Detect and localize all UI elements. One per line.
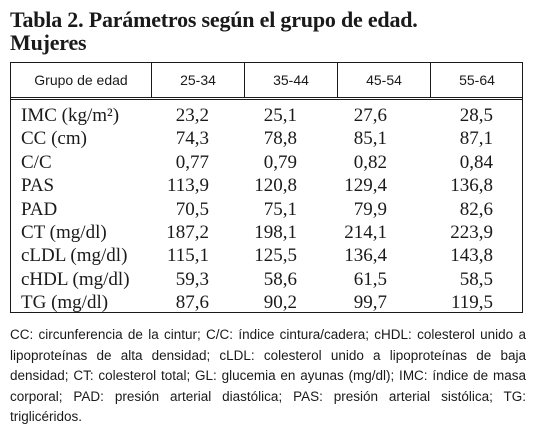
column-divider xyxy=(244,63,245,97)
header-55-64: 55-64 xyxy=(459,72,495,88)
table-cell: 79,9 xyxy=(353,198,387,220)
table-row: PAD 70,5 75,1 79,9 82,6 xyxy=(11,198,522,221)
row-label: CT (mg/dl) xyxy=(21,222,107,243)
table-row: TG (mg/dl) 87,6 90,2 99,7 119,5 xyxy=(11,291,522,314)
data-table: Grupo de edad 25-34 35-44 45-54 55-64 IM… xyxy=(10,62,523,313)
table-cell: 187,2 xyxy=(166,222,209,243)
table-cell: 59,3 xyxy=(175,268,209,290)
table-cell: 61,5 xyxy=(353,268,387,290)
table-footnote: CC: circunferencia de la cintur; C/C: ín… xyxy=(10,327,526,424)
table-cell: 58,6 xyxy=(263,268,297,290)
row-label: C/C xyxy=(21,151,52,173)
table-cell: 82,6 xyxy=(459,198,493,220)
header-35-44: 35-44 xyxy=(273,72,309,88)
table-cell: 23,2 xyxy=(175,105,209,126)
title-line-2: Mujeres xyxy=(10,30,87,55)
table-row: PAS 113,9 120,8 129,4 136,8 xyxy=(11,174,522,197)
table-cell: 85,1 xyxy=(353,128,387,150)
table-cell: 99,7 xyxy=(353,292,387,314)
table-cell: 25,1 xyxy=(263,105,297,126)
row-label: CC (cm) xyxy=(21,128,87,150)
title-line-1: Tabla 2. Parámetros según el grupo de ed… xyxy=(10,7,418,32)
row-label: TG (mg/dl) xyxy=(21,292,109,314)
table-cell: 87,1 xyxy=(459,128,493,150)
table-cell: 0,82 xyxy=(353,151,387,173)
table-cell: 120,8 xyxy=(254,175,297,197)
table-cell: 27,6 xyxy=(353,105,387,126)
table-row: IMC (kg/m²) 23,2 25,1 27,6 28,5 xyxy=(11,104,522,127)
table-cell: 113,9 xyxy=(166,175,209,197)
header-45-54: 45-54 xyxy=(366,72,402,88)
table-cell: 75,1 xyxy=(263,198,297,220)
table-cell: 90,2 xyxy=(263,292,297,314)
header-25-34: 25-34 xyxy=(180,72,216,88)
row-label: PAD xyxy=(21,198,58,220)
table-cell: 58,5 xyxy=(459,268,493,290)
table-cell: 223,9 xyxy=(450,222,493,243)
table-cell: 119,5 xyxy=(450,292,493,314)
table-cell: 0,84 xyxy=(459,151,493,173)
table-cell: 129,4 xyxy=(344,175,387,197)
header-group: Grupo de edad xyxy=(34,72,128,88)
column-divider xyxy=(151,63,152,97)
row-label: PAS xyxy=(21,175,55,197)
table-cell: 115,1 xyxy=(166,245,209,267)
table-row: cHDL (mg/dl) 59,3 58,6 61,5 58,5 xyxy=(11,268,522,291)
table-row: cLDL (mg/dl) 115,1 125,5 136,4 143,8 xyxy=(11,244,522,267)
row-label: IMC (kg/m²) xyxy=(21,105,120,126)
table-cell: 0,77 xyxy=(175,151,209,173)
row-label: cHDL (mg/dl) xyxy=(21,268,130,290)
table-cell: 87,6 xyxy=(175,292,209,314)
table-cell: 136,4 xyxy=(344,245,387,267)
table-cell: 74,3 xyxy=(175,128,209,150)
table-cell: 78,8 xyxy=(263,128,297,150)
table-cell: 143,8 xyxy=(450,245,493,267)
table-cell: 125,5 xyxy=(254,245,297,267)
table-cell: 214,1 xyxy=(344,222,387,243)
table-cell: 198,1 xyxy=(254,222,297,243)
column-divider xyxy=(337,63,338,97)
table-title: Tabla 2. Parámetros según el grupo de ed… xyxy=(10,8,530,54)
header-divider xyxy=(11,97,522,100)
table-cell: 0,79 xyxy=(263,151,297,173)
table-cell: 28,5 xyxy=(459,105,493,126)
table-cell: 136,8 xyxy=(450,175,493,197)
table-row: CC (cm) 74,3 78,8 85,1 87,1 xyxy=(11,127,522,150)
row-label: cLDL (mg/dl) xyxy=(21,245,128,267)
column-divider xyxy=(430,63,431,97)
table-row: CT (mg/dl) 187,2 198,1 214,1 223,9 xyxy=(11,221,522,244)
table-row: C/C 0,77 0,79 0,82 0,84 xyxy=(11,151,522,174)
table-cell: 70,5 xyxy=(175,198,209,220)
